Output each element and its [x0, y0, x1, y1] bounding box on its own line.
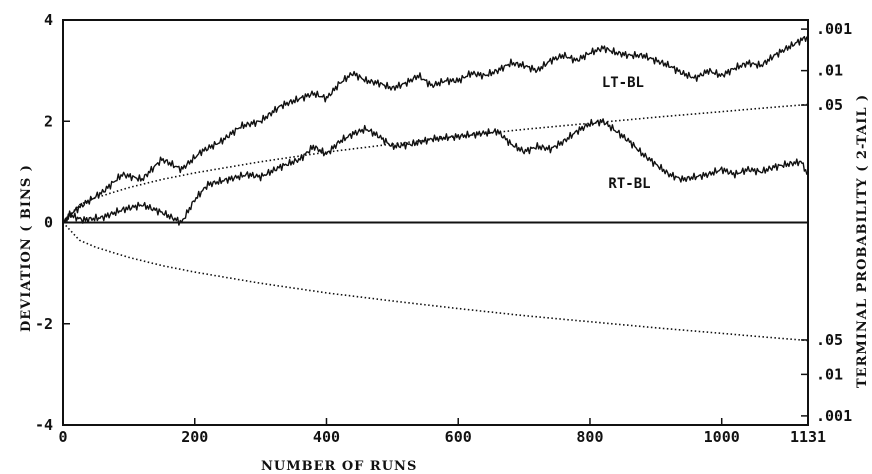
y-tick-label: 0	[44, 214, 53, 232]
y2-axis-title: TERMINAL PROBABILITY ( 2-TAIL )	[855, 94, 870, 388]
upper-dotted-curve	[62, 103, 809, 224]
x-axis-title: NUMBER OF RUNS	[261, 459, 417, 474]
x-tick-label: 400	[313, 428, 340, 446]
x-tick-label: 1131	[790, 428, 826, 446]
series-rt-bl	[62, 118, 809, 226]
x-tick-label: 200	[181, 428, 208, 446]
y2-tick-label: .01	[816, 62, 843, 80]
y-axis-left: 4 2 0 -2 -4	[35, 11, 70, 434]
x-tick-label: 0	[58, 428, 67, 446]
y2-tick-label: .05	[816, 96, 843, 114]
x-tick-label: 1000	[704, 428, 740, 446]
y2-tick-label: .01	[816, 365, 843, 383]
y-tick-label: -4	[35, 416, 53, 434]
y2-tick-label: .05	[816, 331, 843, 349]
lower-dotted-curve	[62, 221, 809, 342]
series-label: LT-BL	[602, 75, 644, 91]
x-tick-label: 600	[445, 428, 472, 446]
series-lt-bl	[62, 35, 809, 223]
y-tick-label: -2	[35, 315, 53, 333]
y-axis-right: .001 .01 .05 .05 .01 .001	[801, 20, 852, 425]
series-layer	[62, 35, 809, 342]
y-tick-label: 4	[44, 11, 53, 29]
x-tick-label: 800	[576, 428, 603, 446]
y2-tick-label: .001	[816, 20, 852, 38]
annotations: LT-BL RT-BL	[602, 75, 651, 192]
y-axis-title: DEVIATION ( BINS )	[19, 164, 34, 332]
x-axis: 0 200 400 600 800 1000 1131	[58, 418, 826, 446]
y-tick-label: 2	[44, 112, 53, 130]
y2-tick-label: .001	[816, 407, 852, 425]
series-label: RT-BL	[608, 176, 650, 192]
